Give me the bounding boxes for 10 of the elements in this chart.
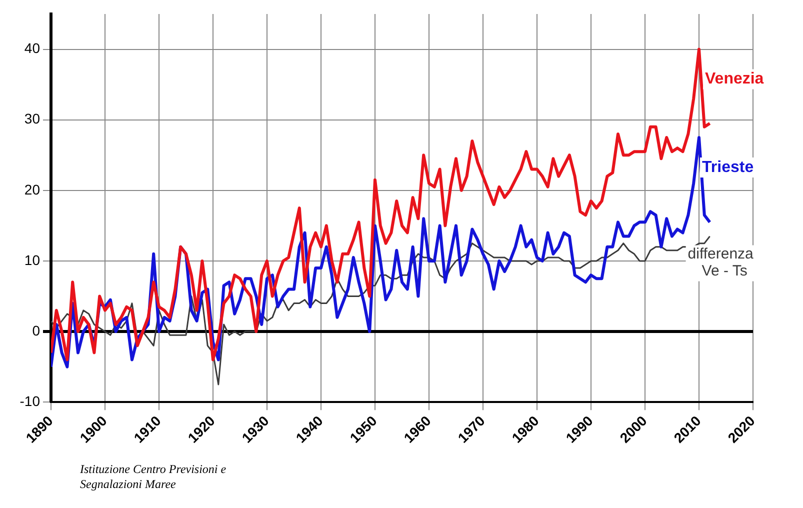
y-tick-label: 30	[24, 110, 40, 127]
series-label: differenza Ve - Ts	[688, 245, 754, 280]
series-label: Venezia	[705, 70, 764, 88]
y-tick-label: 0	[32, 322, 40, 338]
y-tick-label: -10	[20, 392, 40, 409]
y-tick-label: 10	[24, 252, 40, 268]
y-tick-label: 40	[24, 40, 40, 56]
series-label: Trieste	[702, 158, 754, 176]
y-tick-label: 20	[24, 181, 40, 198]
text: Istituzione Centro Previsioni e Segnalazioni Maree	[80, 462, 228, 492]
